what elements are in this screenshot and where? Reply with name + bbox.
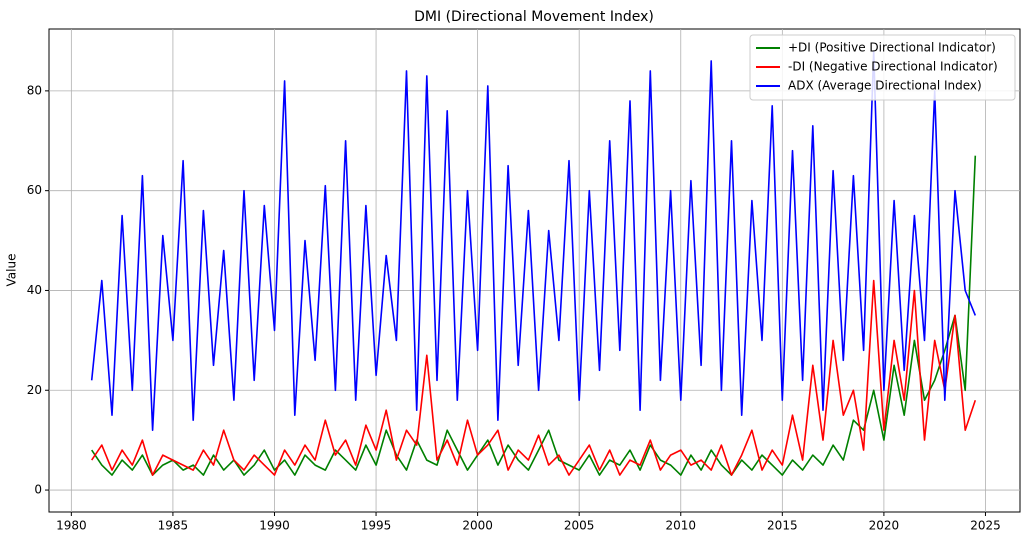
x-tick-label: 1990 — [259, 519, 290, 533]
x-tick-label: 2000 — [462, 519, 493, 533]
x-tick-label: 2005 — [564, 519, 595, 533]
series-line — [91, 279, 977, 476]
series-line — [91, 155, 977, 476]
x-tick-label: 1980 — [56, 519, 87, 533]
series-line — [90, 50, 977, 431]
y-axis-label: Value — [5, 254, 19, 287]
y-tick-label: 40 — [27, 283, 42, 297]
legend-label: -DI (Negative Directional Indicator) — [788, 60, 998, 74]
plot-area — [48, 28, 1021, 513]
x-tick-label: 1995 — [361, 519, 392, 533]
legend-label: +DI (Positive Directional Indicator) — [788, 41, 996, 55]
x-tick-label: 2020 — [869, 519, 900, 533]
y-tick-label: 80 — [27, 83, 42, 97]
x-tick-label: 2025 — [970, 519, 1001, 533]
x-tick-label: 2015 — [767, 519, 798, 533]
x-tick-label: 2010 — [665, 519, 696, 533]
legend-label: ADX (Average Directional Index) — [788, 79, 982, 93]
y-tick-label: 0 — [34, 483, 42, 497]
x-tick-label: 1985 — [158, 519, 189, 533]
legend-box — [749, 34, 1016, 101]
y-tick-label: 60 — [27, 183, 42, 197]
chart-title: DMI (Directional Movement Index) — [414, 9, 654, 25]
y-tick-label: 20 — [27, 383, 42, 397]
